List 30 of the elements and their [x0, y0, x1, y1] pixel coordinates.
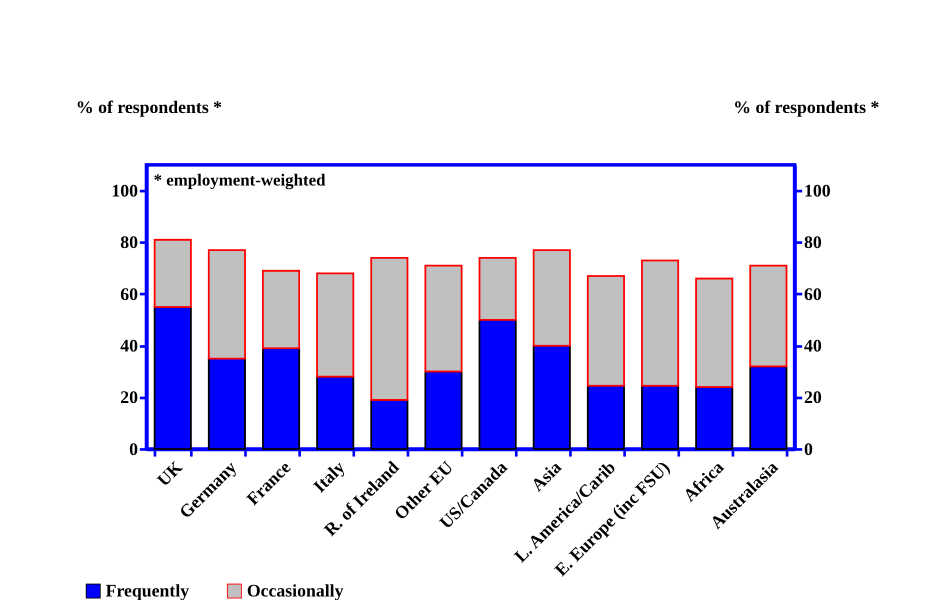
bar — [316, 272, 354, 378]
bar — [154, 238, 192, 308]
bar — [208, 249, 246, 360]
bar — [370, 257, 408, 401]
y2-axis-title: % of respondents * — [733, 96, 880, 117]
bar — [532, 249, 571, 347]
y2-tick-label: 100 — [804, 180, 831, 201]
bar — [478, 257, 517, 321]
annotation: * employment-weighted — [154, 170, 326, 190]
bar — [641, 260, 680, 387]
bar — [586, 275, 625, 387]
y2-tick-label: 40 — [804, 335, 822, 356]
bar — [424, 264, 463, 372]
y2-tick-label: 0 — [804, 438, 813, 459]
legend-label: Occasionally — [246, 580, 344, 600]
y-axis-title: % of respondents * — [76, 96, 222, 117]
y-tick-label: 80 — [120, 232, 138, 252]
bar — [695, 278, 734, 388]
y2-tick-label: 80 — [804, 232, 822, 252]
bar — [262, 270, 300, 350]
y-tick-label: 20 — [120, 387, 138, 408]
bar — [749, 264, 788, 368]
y-tick-label: 40 — [120, 335, 138, 356]
y2-tick-label: 60 — [804, 284, 822, 304]
legend-label: Frequently — [106, 580, 190, 600]
y-tick-label: 0 — [129, 438, 138, 459]
y-tick-label: 60 — [120, 284, 138, 304]
y2-tick-label: 20 — [804, 387, 822, 408]
x-tick-label: UK — [153, 456, 186, 490]
y-tick-label: 100 — [111, 180, 138, 201]
